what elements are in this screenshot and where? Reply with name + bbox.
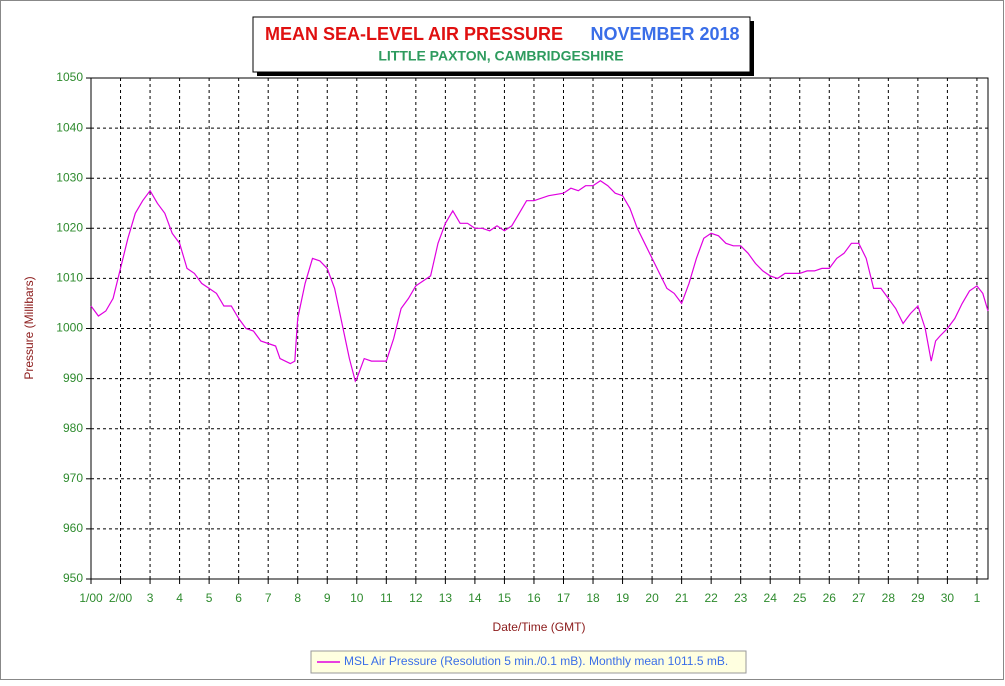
- x-tick-label: 9: [324, 591, 331, 605]
- x-tick-label: 22: [704, 591, 718, 605]
- x-tick-label: 2/00: [109, 591, 133, 605]
- x-tick-label: 29: [911, 591, 925, 605]
- x-tick-label: 14: [468, 591, 482, 605]
- x-tick-label: 24: [764, 591, 778, 605]
- y-tick-label: 950: [63, 571, 83, 585]
- legend-box: [310, 650, 747, 674]
- x-tick-label: 28: [882, 591, 896, 605]
- legend-label: MSL Air Pressure (Resolution 5 min./0.1 …: [344, 654, 728, 668]
- y-axis-title: Pressure (Millibars): [22, 276, 36, 379]
- x-tick-label: 16: [527, 591, 541, 605]
- y-tick-label: 1000: [56, 321, 83, 335]
- x-tick-label: 30: [941, 591, 955, 605]
- x-tick-label: 27: [852, 591, 866, 605]
- x-tick-label: 25: [793, 591, 807, 605]
- x-tick-label: 4: [176, 591, 183, 605]
- chart-subtitle: LITTLE PAXTON, CAMBRIDGESHIRE: [378, 48, 623, 64]
- x-tick-label: 26: [823, 591, 837, 605]
- y-tick-label: 1030: [56, 170, 83, 184]
- x-tick-label: 8: [294, 591, 301, 605]
- y-tick-label: 970: [63, 471, 83, 485]
- x-tick-label: 13: [439, 591, 453, 605]
- x-tick-label: 17: [557, 591, 571, 605]
- y-tick-label: 960: [63, 521, 83, 535]
- y-tick-label: 1040: [56, 120, 83, 134]
- x-tick-label: 10: [350, 591, 364, 605]
- x-tick-label: 20: [645, 591, 659, 605]
- data-line: [90, 179, 989, 383]
- x-tick-label: 21: [675, 591, 689, 605]
- x-tick-label: 7: [265, 591, 272, 605]
- x-tick-label: 18: [586, 591, 600, 605]
- x-tick-label: 6: [235, 591, 242, 605]
- x-tick-label: 1/00: [79, 591, 103, 605]
- x-tick-label: 19: [616, 591, 630, 605]
- chart-title-period: NOVEMBER 2018: [590, 24, 739, 44]
- title-box: [252, 16, 751, 73]
- x-tick-label: 11: [380, 591, 393, 605]
- plot-area: [90, 77, 989, 580]
- y-tick-label: 1010: [56, 271, 83, 285]
- x-tick-label: 23: [734, 591, 748, 605]
- y-tick-label: 980: [63, 421, 83, 435]
- y-tick-label: 1020: [56, 220, 83, 234]
- y-tick-label: 990: [63, 371, 83, 385]
- chart-title: MEAN SEA-LEVEL AIR PRESSURE: [265, 24, 563, 44]
- x-axis-title: Date/Time (GMT): [493, 620, 586, 634]
- x-tick-label: 1: [974, 591, 981, 605]
- x-tick-label: 15: [498, 591, 512, 605]
- x-tick-label: 5: [206, 591, 213, 605]
- x-tick-label: 3: [147, 591, 154, 605]
- y-tick-label: 1050: [56, 70, 83, 84]
- x-tick-label: 12: [409, 591, 423, 605]
